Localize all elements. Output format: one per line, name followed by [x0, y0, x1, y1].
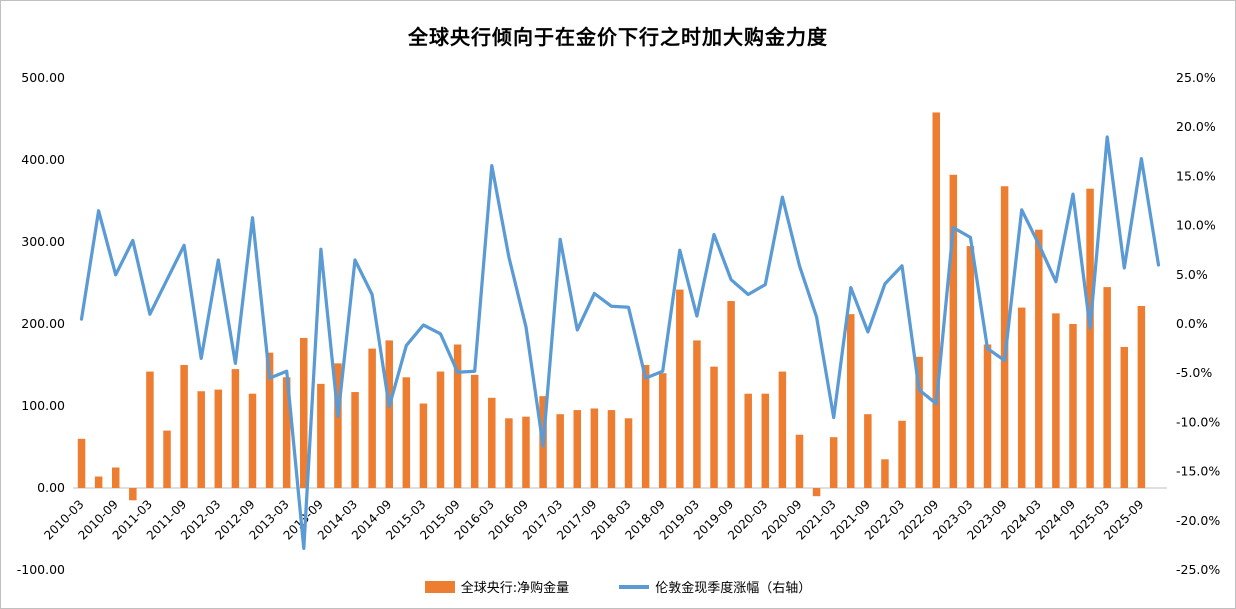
bar [1103, 287, 1111, 488]
left-axis-tick-label: 300.00 [21, 234, 65, 249]
right-axis-tick-label: 20.0% [1176, 119, 1216, 134]
bar [248, 393, 257, 488]
chart-legend: 全球央行:净购金量 伦敦金现季度涨幅（右轴） [1, 577, 1235, 596]
bar [1052, 313, 1060, 488]
bar [231, 369, 240, 488]
bar [932, 112, 940, 488]
left-axis-tick-label: 500.00 [21, 70, 65, 85]
bar [351, 392, 359, 488]
right-axis-tick-label: 10.0% [1176, 218, 1216, 233]
bar [881, 459, 889, 488]
bar [214, 389, 223, 488]
bar [1120, 346, 1129, 488]
bar [744, 393, 752, 488]
bar-series [77, 112, 1146, 501]
bar-series-swatch-icon [424, 580, 455, 593]
legend-item-line-series: 伦敦金现季度涨幅（右轴） [619, 577, 811, 596]
right-axis-tick-label: -5.0% [1176, 365, 1212, 380]
bar [949, 174, 958, 488]
left-axis-tick-label: -100.00 [17, 562, 65, 577]
bar [1086, 188, 1094, 488]
right-axis-tick-labels: 25.0% 20.0% 15.0% 10.0% 5.0% 0.0% -5.0% -10.0% -… [1176, 70, 1220, 577]
bar [864, 414, 872, 488]
bar [300, 337, 308, 488]
bar [436, 371, 445, 488]
bar [470, 374, 479, 488]
bar [641, 365, 650, 488]
right-axis-tick-label: -10.0% [1176, 414, 1220, 429]
bar [163, 430, 171, 488]
bar [197, 391, 205, 488]
bar [693, 340, 701, 488]
bar [573, 410, 582, 488]
bar [111, 467, 120, 488]
right-axis-tick-label: 25.0% [1176, 70, 1216, 85]
bar [1017, 307, 1026, 488]
bar [368, 348, 376, 488]
bar [129, 488, 137, 501]
bar [1035, 229, 1043, 488]
bar [829, 437, 838, 488]
bar [898, 420, 906, 488]
bar [812, 488, 821, 497]
right-axis-tick-label: -15.0% [1176, 464, 1220, 479]
bar [522, 416, 530, 488]
bar [488, 397, 496, 488]
legend-label-line-series: 伦敦金现季度涨幅（右轴） [655, 581, 812, 596]
bar [77, 438, 86, 488]
bar [795, 434, 804, 488]
bar [282, 377, 291, 488]
bar [1137, 305, 1146, 488]
bar [385, 340, 393, 488]
bar [983, 344, 992, 488]
bar [317, 383, 325, 488]
left-axis-tick-label: 400.00 [21, 152, 65, 167]
legend-label-bar-series: 全球央行:净购金量 [460, 581, 570, 596]
bar [334, 363, 342, 488]
bar [265, 352, 274, 488]
left-axis-tick-label: 0.00 [37, 480, 65, 495]
bar [847, 314, 855, 488]
right-axis-tick-label: -25.0% [1176, 562, 1220, 577]
bar [778, 371, 787, 488]
legend-item-bar-series: 全球央行:净购金量 [424, 577, 570, 596]
bar [607, 410, 616, 488]
bar [590, 408, 599, 488]
bar [761, 393, 770, 488]
bar [419, 403, 428, 488]
bar [727, 301, 735, 488]
right-axis-tick-label: -20.0% [1176, 513, 1220, 528]
bar [710, 366, 718, 488]
bar [402, 377, 411, 488]
chart-title: 全球央行倾向于在金价下行之时加大购金力度 [408, 25, 828, 49]
bar [915, 356, 923, 488]
left-axis-tick-labels: 500.00 400.00 300.00 200.00 100.00 0.00 -100.0… [17, 70, 65, 577]
left-axis-tick-label: 100.00 [21, 398, 65, 413]
bar [966, 246, 975, 488]
bar [556, 414, 564, 488]
bar [505, 418, 513, 488]
left-axis-tick-label: 200.00 [21, 316, 65, 331]
bar [624, 418, 633, 488]
x-axis-tick-labels: 2010-032010-092011-032011-092012-032012-… [41, 497, 1146, 542]
bar [1069, 324, 1077, 488]
bar [676, 289, 684, 488]
right-axis-tick-label: 0.0% [1176, 316, 1208, 331]
bar [180, 365, 188, 488]
bar [94, 476, 103, 488]
right-axis-tick-label: 15.0% [1176, 168, 1216, 183]
line-series-swatch-icon [619, 584, 650, 589]
bar [658, 373, 667, 488]
line-series [79, 135, 1161, 551]
right-axis-tick-label: 5.0% [1176, 267, 1208, 282]
bar [146, 371, 154, 488]
bar [453, 344, 462, 488]
bar [1000, 186, 1009, 489]
